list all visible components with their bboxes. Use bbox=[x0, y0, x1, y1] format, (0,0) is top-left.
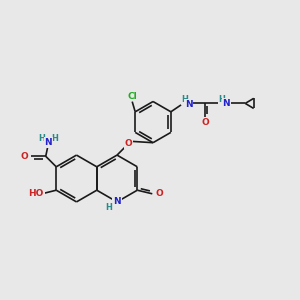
Text: HO: HO bbox=[28, 189, 44, 198]
Text: H: H bbox=[219, 95, 226, 104]
Text: Cl: Cl bbox=[127, 92, 137, 101]
Text: H: H bbox=[51, 134, 58, 143]
Text: N: N bbox=[185, 100, 193, 109]
Text: H: H bbox=[105, 203, 112, 212]
Text: N: N bbox=[222, 99, 230, 108]
Text: O: O bbox=[21, 152, 28, 161]
Text: H: H bbox=[38, 134, 45, 143]
Text: N: N bbox=[113, 197, 121, 206]
Text: O: O bbox=[124, 139, 132, 148]
Text: O: O bbox=[155, 189, 163, 198]
Text: H: H bbox=[182, 95, 188, 104]
Text: O: O bbox=[201, 118, 209, 127]
Text: N: N bbox=[44, 138, 52, 147]
